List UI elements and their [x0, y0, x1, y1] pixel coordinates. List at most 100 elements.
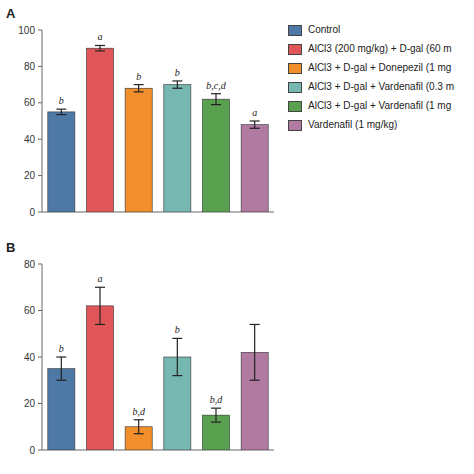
error-cap: [56, 109, 66, 110]
error-stem: [177, 338, 178, 375]
legend-swatch: [288, 101, 302, 112]
y-tick: [38, 102, 42, 103]
legend-label: AlCl3 + D-gal + Vardenafil (0.3 m: [308, 81, 468, 93]
error-stem: [138, 85, 139, 92]
error-bar: [172, 338, 182, 375]
bar: [86, 306, 113, 450]
bar: [48, 112, 75, 212]
error-cap: [211, 93, 221, 94]
y-tick: [38, 212, 42, 213]
error-bar: [95, 45, 105, 50]
legend-item: AlCl3 + D-gal + Vardenafil (1 mg: [288, 100, 468, 112]
legend-label: Control: [308, 24, 468, 36]
error-bar: [250, 121, 260, 128]
error-stem: [254, 121, 255, 128]
error-cap: [250, 324, 260, 325]
error-cap: [95, 287, 105, 288]
y-tick-label: 20: [24, 398, 36, 409]
y-tick: [38, 450, 42, 451]
y-tick-label: 0: [29, 207, 35, 218]
y-tick: [38, 175, 42, 176]
error-cap: [134, 433, 144, 434]
y-tick: [38, 264, 42, 265]
error-cap: [172, 338, 182, 339]
legend-item: Vardenafil (1 mg/kg): [288, 119, 468, 131]
legend-item: AlCl3 (200 mg/kg) + D-gal (60 m: [288, 43, 468, 55]
annotation: b,c,d: [206, 80, 226, 91]
error-stem: [61, 357, 62, 380]
error-cap: [172, 88, 182, 89]
error-cap: [95, 45, 105, 46]
error-cap: [172, 375, 182, 376]
annotation: b: [59, 95, 64, 106]
y-tick-label: 40: [24, 134, 36, 145]
y-tick: [38, 357, 42, 358]
annotation: b: [59, 343, 64, 354]
panel: A020406080100babbb,c,da: [6, 6, 274, 218]
error-cap: [250, 380, 260, 381]
y-tick: [38, 139, 42, 140]
annotation: b: [136, 71, 141, 82]
error-cap: [95, 50, 105, 51]
error-stem: [99, 287, 100, 324]
y-axis: [42, 30, 43, 212]
marks: [48, 287, 268, 450]
error-cap: [211, 408, 221, 409]
annotation: b: [175, 67, 180, 78]
error-bar: [56, 109, 66, 114]
error-cap: [56, 356, 66, 357]
page: {"chart_data": [ {"type": "bar", "title"…: [0, 0, 474, 474]
bar: [48, 369, 75, 450]
legend-item: AlCl3 + D-gal + Vardenafil (0.3 m: [288, 81, 468, 93]
y-tick: [38, 66, 42, 67]
error-cap: [95, 324, 105, 325]
error-cap: [172, 80, 182, 81]
bar: [241, 125, 268, 212]
y-tick-label: 40: [24, 352, 36, 363]
y-axis: [42, 264, 43, 450]
y-tick: [38, 403, 42, 404]
y-tick-label: 0: [29, 445, 35, 456]
error-bar: [95, 287, 105, 324]
legend-label: AlCl3 + D-gal + Donepezil (1 mg: [308, 62, 468, 74]
error-cap: [56, 114, 66, 115]
error-stem: [254, 324, 255, 380]
y-tick-label: 60: [24, 305, 36, 316]
error-cap: [250, 120, 260, 121]
error-bar: [172, 81, 182, 88]
y-tick-label: 80: [24, 259, 36, 270]
legend-swatch: [288, 44, 302, 55]
y-tick-label: 20: [24, 170, 36, 181]
annotation: b: [175, 324, 180, 335]
bar: [86, 48, 113, 212]
panel: B020406080bab,dbb,d: [6, 240, 274, 456]
error-bar: [134, 85, 144, 92]
annotation: a: [98, 273, 103, 284]
error-stem: [215, 94, 216, 105]
legend-item: AlCl3 + D-gal + Donepezil (1 mg: [288, 62, 468, 74]
error-bar: [134, 420, 144, 434]
annotation: b,d: [132, 406, 146, 417]
annotation: a: [98, 31, 103, 42]
error-cap: [134, 91, 144, 92]
error-bar: [250, 324, 260, 380]
bar: [125, 88, 152, 212]
error-stem: [177, 81, 178, 88]
y-tick: [38, 310, 42, 311]
error-stem: [99, 45, 100, 50]
legend-swatch: [288, 25, 302, 36]
error-bar: [211, 94, 221, 105]
legend-label: AlCl3 (200 mg/kg) + D-gal (60 m: [308, 43, 468, 55]
marks: [48, 45, 268, 212]
error-cap: [211, 422, 221, 423]
bar: [202, 99, 229, 212]
legend-swatch: [288, 120, 302, 131]
error-cap: [250, 128, 260, 129]
y-tick-label: 60: [24, 97, 36, 108]
legend: Control AlCl3 (200 mg/kg) + D-gal (60 m Al…: [288, 24, 468, 138]
error-cap: [56, 380, 66, 381]
bar: [164, 85, 191, 212]
legend-label: AlCl3 + D-gal + Vardenafil (1 mg: [308, 100, 468, 112]
error-stem: [61, 109, 62, 114]
annotation: b,d: [210, 394, 224, 405]
